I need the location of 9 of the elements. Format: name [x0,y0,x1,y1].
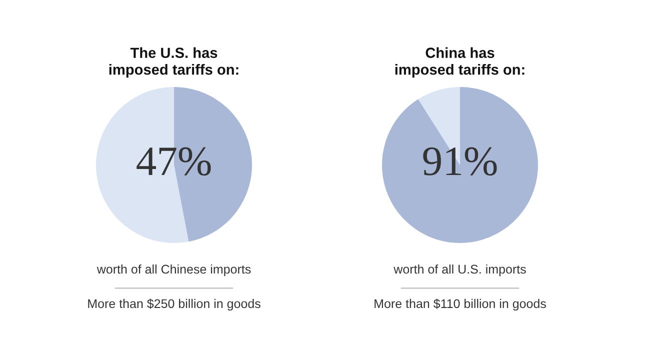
text: worth of all Chinese imports [96,264,251,276]
text: More than $110 billion in goods [374,298,546,311]
text: More than $250 billion in goods [88,298,260,311]
data-label: 47% [136,147,211,176]
chart-title: China has imposed tariffs on: [395,47,524,78]
chart-title: The U.S. has imposed tariffs on: [109,47,238,78]
text: worth of all U.S. imports [394,264,526,276]
data-label: 91% [423,147,497,176]
pie-slice [382,87,538,243]
